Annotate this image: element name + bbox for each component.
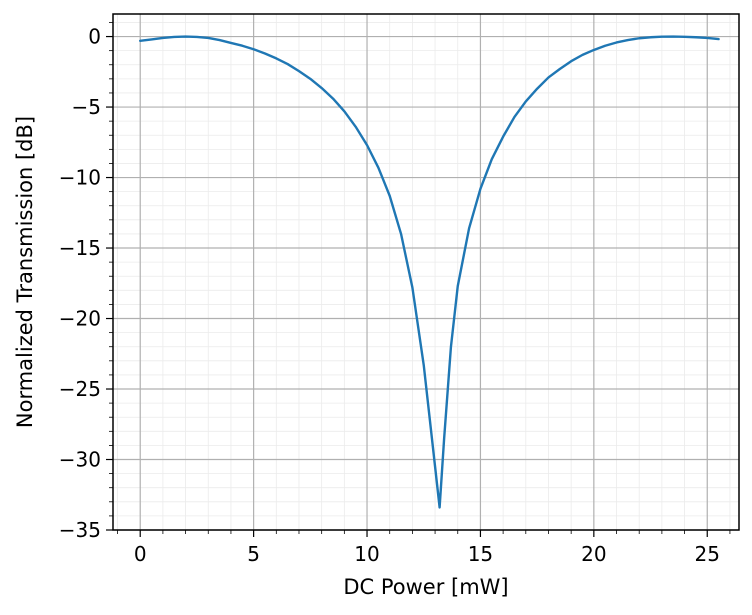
y-tick-label: −10 bbox=[59, 166, 101, 190]
series-layer bbox=[139, 35, 720, 509]
y-axis-label: Normalized Transmission [dB] bbox=[13, 116, 37, 428]
x-tick-label: 15 bbox=[468, 542, 493, 566]
y-tick-label: −15 bbox=[59, 236, 101, 260]
y-axis-ticks: 0 −5 −10 −15 −20 −25 −30 −35 bbox=[59, 22, 113, 542]
y-tick-label: 0 bbox=[88, 25, 101, 49]
minor-gridlines bbox=[113, 14, 739, 530]
x-tick-label: 5 bbox=[247, 542, 260, 566]
y-tick-label: −35 bbox=[59, 518, 101, 542]
x-axis-ticks: 0 5 10 15 20 25 bbox=[117, 530, 731, 566]
y-tick-label: −5 bbox=[72, 95, 101, 119]
x-tick-label: 20 bbox=[581, 542, 606, 566]
plot-frame bbox=[112, 13, 740, 531]
transmission-line bbox=[139, 35, 720, 509]
major-gridlines bbox=[113, 14, 739, 531]
x-tick-label: 10 bbox=[354, 542, 379, 566]
y-tick-label: −25 bbox=[59, 377, 101, 401]
x-tick-label: 25 bbox=[695, 542, 720, 566]
y-tick-label: −30 bbox=[59, 448, 101, 472]
y-tick-label: −20 bbox=[59, 307, 101, 331]
x-axis-label: DC Power [mW] bbox=[343, 575, 508, 599]
x-tick-label: 0 bbox=[134, 542, 147, 566]
